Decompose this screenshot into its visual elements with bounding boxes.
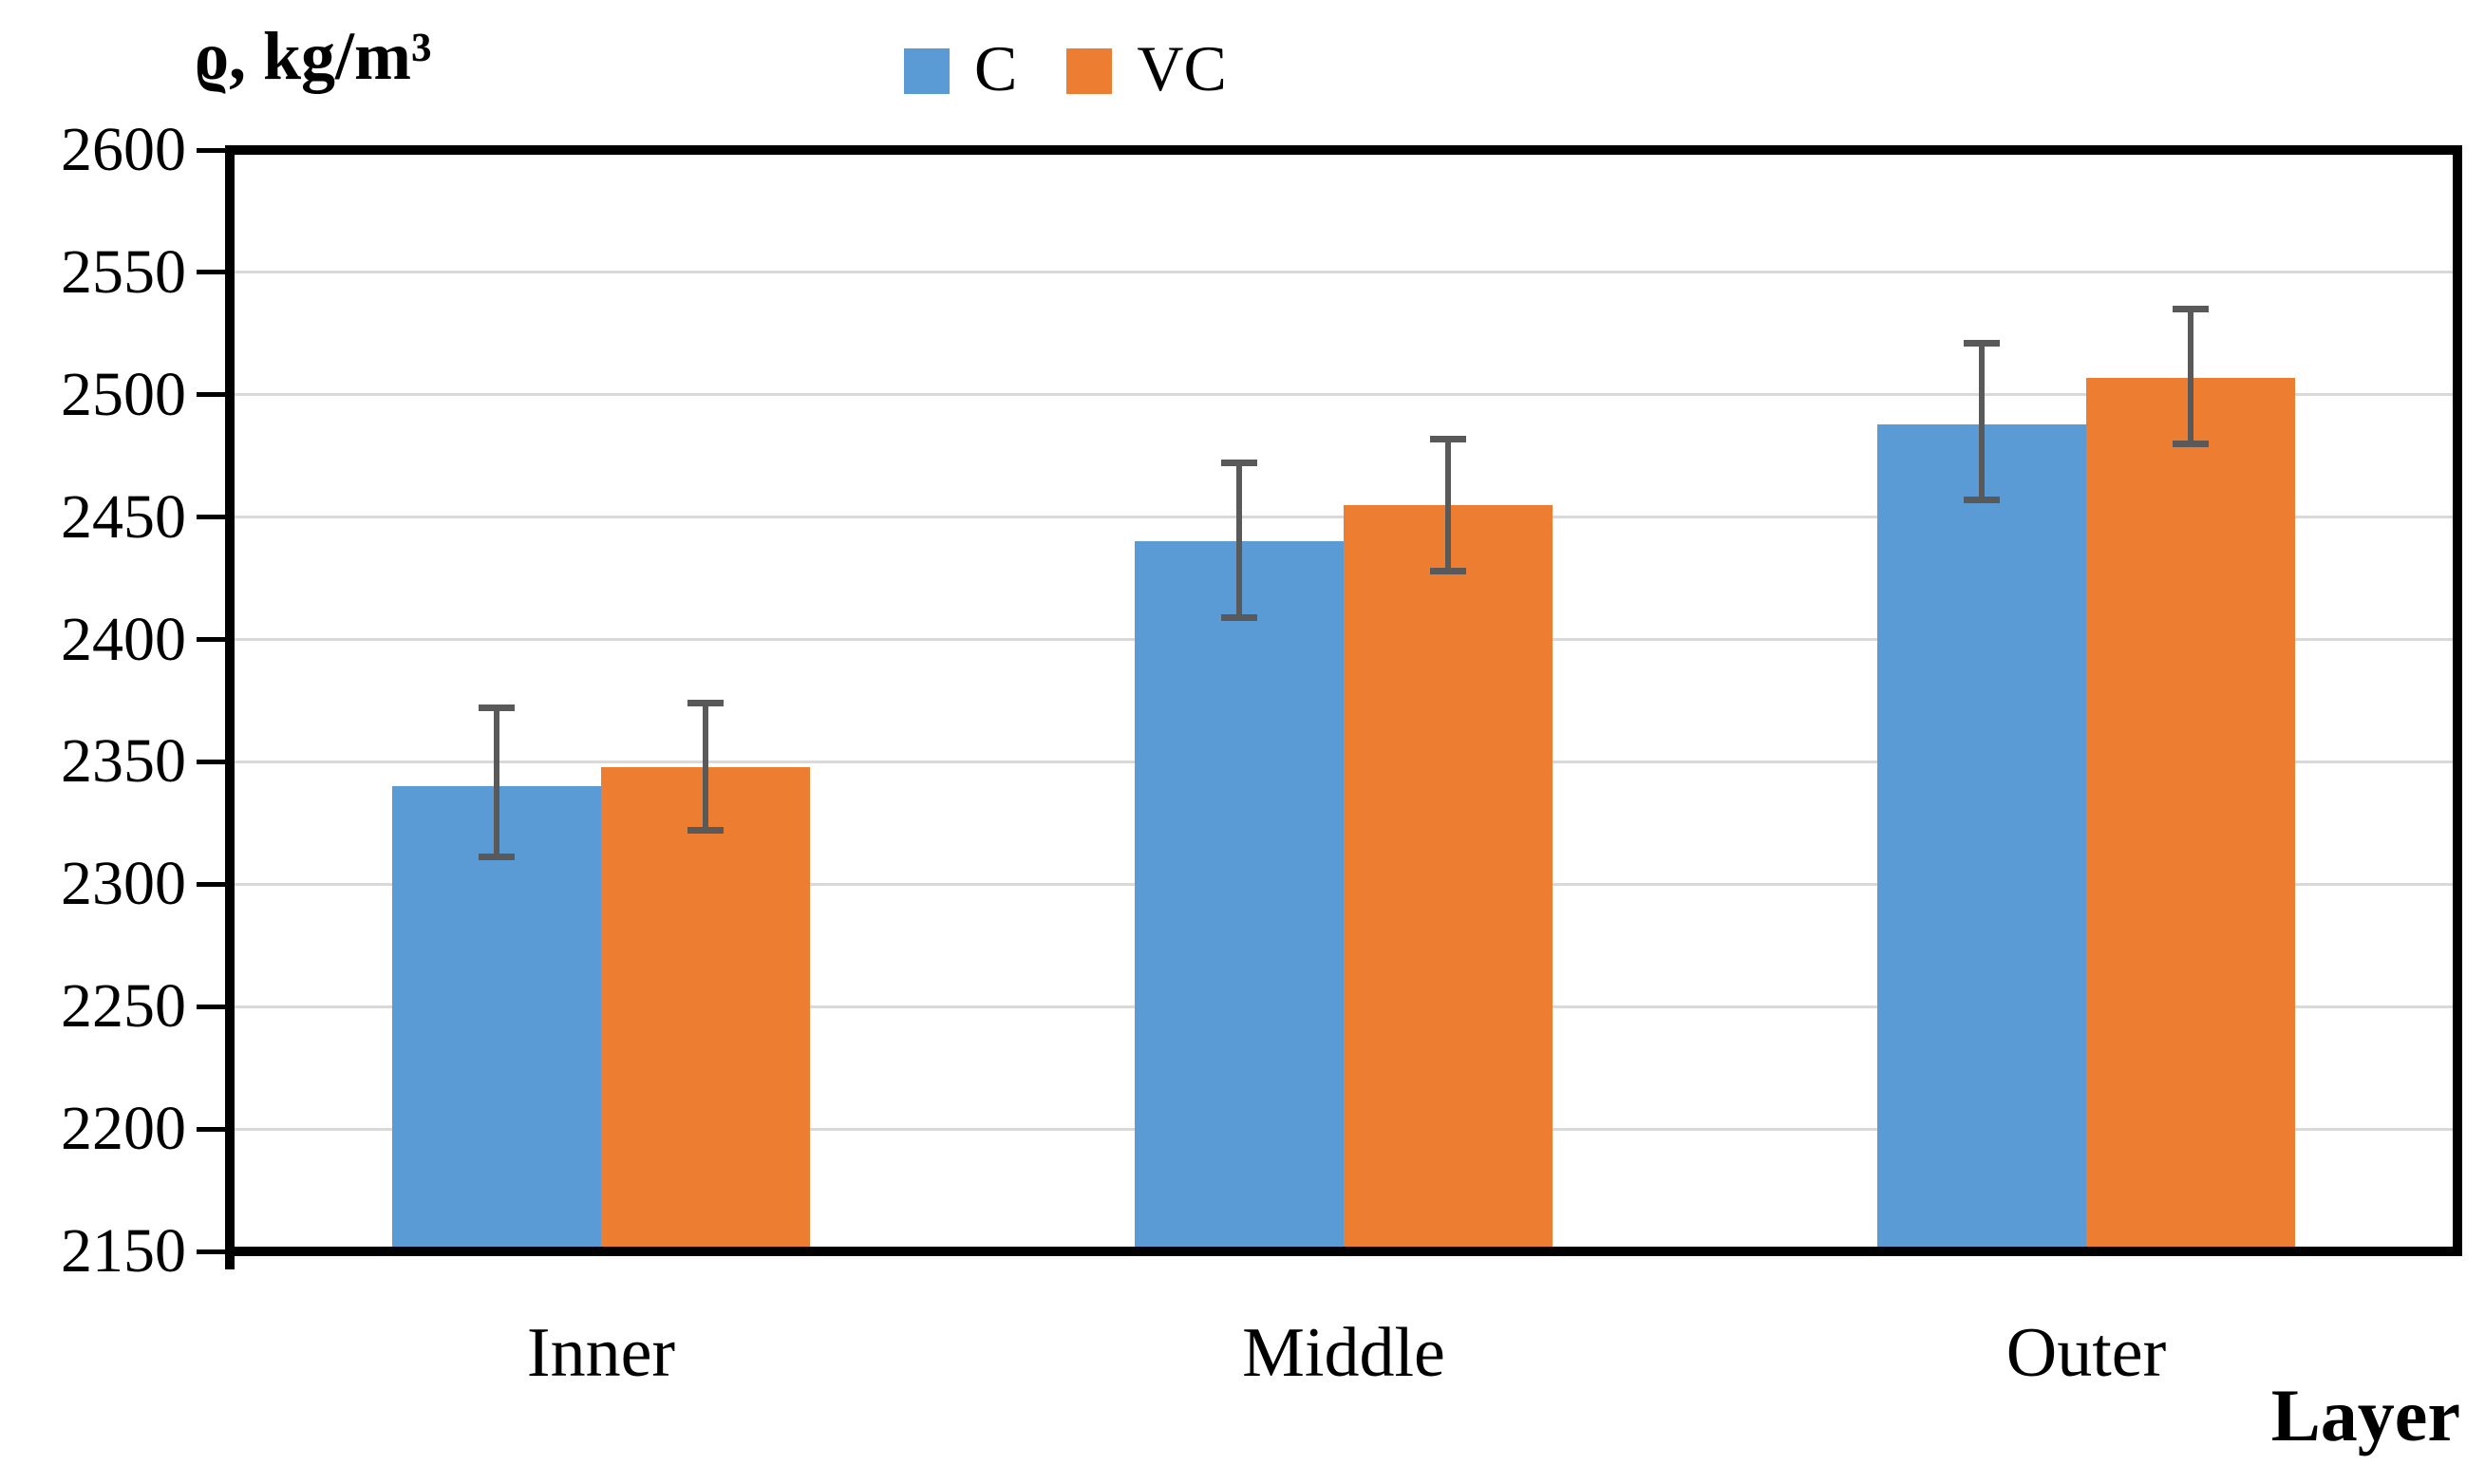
y-tick-label-2300: 2300 [61,849,186,919]
error-bar-vc-outer-cap-top [2173,306,2209,313]
bar-vc-inner [601,766,810,1247]
bar-vc-outer [2086,377,2295,1247]
x-axis-title: Layer [2270,1374,2460,1456]
y-tick-2450 [197,515,225,520]
error-bar-vc-inner-cap-top [687,700,724,707]
plot-frame-left [225,145,235,1269]
legend-swatch-c [904,48,950,94]
y-tick-label-2250: 2250 [61,971,186,1042]
y-tick-label-2200: 2200 [61,1094,186,1164]
legend-swatch-vc [1066,48,1113,94]
error-bar-vc-inner-line [703,703,708,831]
y-tick-2550 [197,270,225,275]
y-tick-label-2550: 2550 [61,236,186,307]
error-bar-c-middle-line [1236,462,1242,618]
y-tick-label-2400: 2400 [61,604,186,674]
error-bar-c-outer-line [1979,343,1985,500]
bar-c-middle [1135,541,1344,1247]
legend: C VC [904,36,1227,106]
y-tick-2600 [197,147,225,153]
error-bar-vc-outer-line [2188,309,2193,444]
legend-label-vc: VC [1137,32,1227,104]
y-tick-2400 [197,637,225,643]
error-bar-vc-outer-cap-bottom [2173,440,2209,447]
plot-frame-top [225,145,2462,155]
y-tick-2200 [197,1126,225,1132]
bar-c-outer [1877,423,2086,1247]
error-bar-c-middle-cap-bottom [1221,613,1257,621]
legend-label-c: C [974,32,1018,104]
plot-frame-right [2453,145,2462,1256]
y-tick-label-2450: 2450 [61,481,186,552]
y-axis-title: ϱ, kg/m³ [195,18,432,94]
gridline-2500 [230,393,2457,397]
bar-vc-middle [1344,504,1553,1247]
y-tick-label-2150: 2150 [61,1216,186,1286]
legend-item-vc: VC [1066,32,1227,106]
y-tick-label-2600: 2600 [61,115,186,184]
error-bar-vc-middle-line [1445,439,1451,572]
error-bar-vc-middle-cap-bottom [1430,567,1466,574]
x-category-label-middle: Middle [1242,1314,1445,1392]
error-bar-vc-inner-cap-bottom [687,827,724,835]
error-bar-c-outer-cap-bottom [1964,497,2000,504]
plot-frame-bottom [225,1247,2462,1256]
x-category-label-outer: Outer [2005,1314,2167,1392]
y-tick-2350 [197,759,225,764]
legend-item-c: C [904,36,1017,106]
error-bar-c-middle-cap-top [1221,460,1257,467]
error-bar-vc-middle-cap-top [1430,435,1466,442]
error-bar-c-inner-cap-bottom [479,854,515,861]
y-tick-2300 [197,881,225,887]
y-tick-label-2500: 2500 [61,359,186,429]
error-bar-c-inner-line [494,707,499,857]
y-tick-2250 [197,1004,225,1009]
bar-c-inner [392,786,601,1247]
error-bar-c-inner-cap-top [479,704,515,712]
error-bar-c-outer-cap-top [1964,340,2000,348]
y-tick-2150 [197,1249,225,1254]
y-tick-2500 [197,392,225,398]
y-tick-label-2350: 2350 [61,726,186,797]
x-category-label-inner: Inner [526,1314,676,1392]
gridline-2550 [230,271,2457,274]
